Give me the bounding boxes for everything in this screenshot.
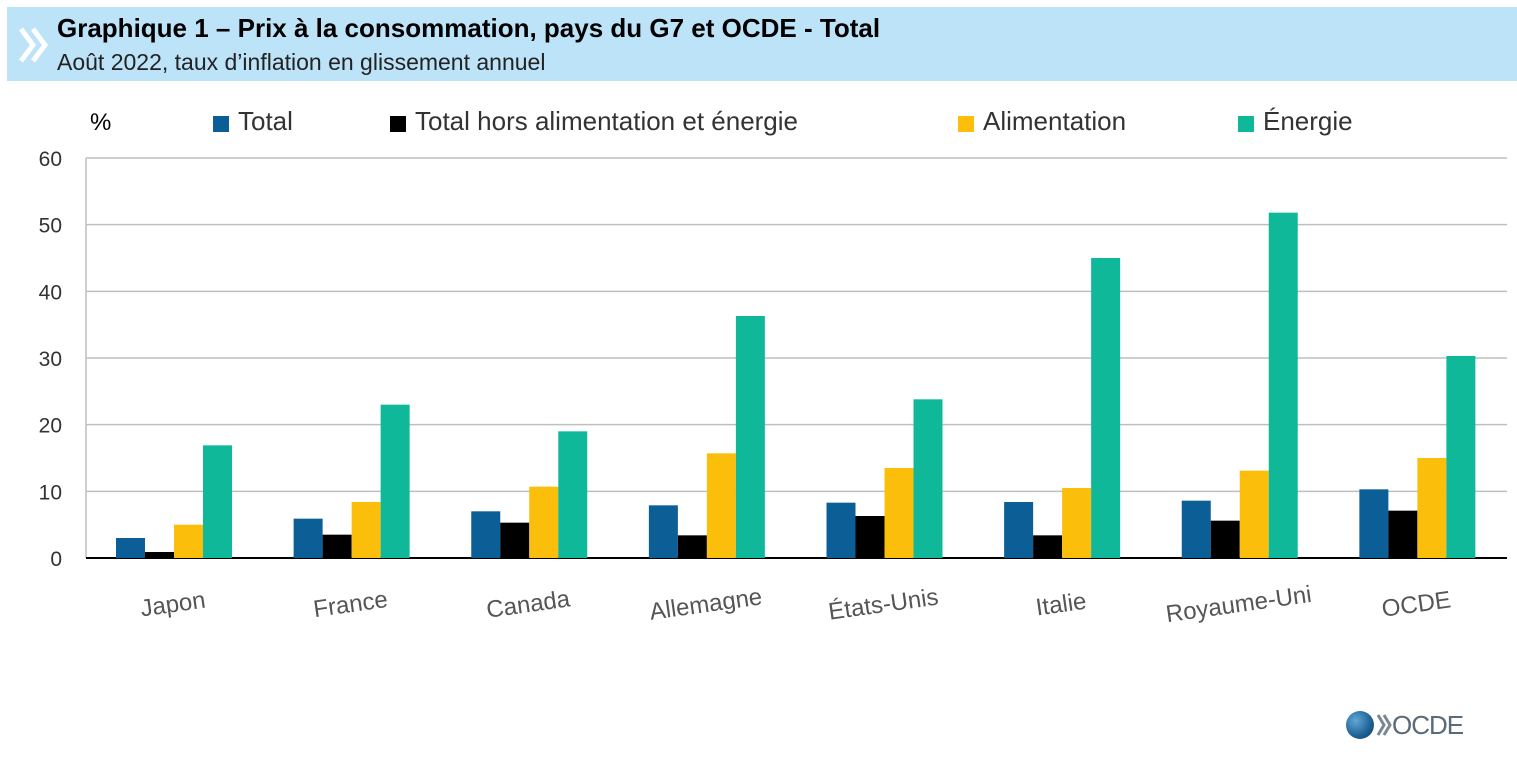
bar (293, 518, 323, 558)
bar (913, 399, 943, 558)
bar (826, 502, 856, 558)
x-tick-label: Japon (139, 587, 208, 623)
bar (884, 468, 914, 558)
bar (380, 404, 410, 558)
y-tick-label: 30 (39, 348, 62, 371)
chart-subtitle: Août 2022, taux d’inflation en glissemen… (57, 49, 546, 75)
bar (1004, 502, 1034, 558)
bar (471, 511, 501, 558)
x-tick-label: Canada (485, 585, 573, 624)
bar (116, 538, 145, 558)
oecd-logo-text: OCDE (1392, 710, 1464, 740)
oecd-logo: OCDE (1346, 710, 1466, 740)
y-tick-label: 10 (39, 481, 62, 504)
bar (1359, 489, 1389, 558)
legend-label: Alimentation (983, 106, 1126, 136)
bar (677, 535, 707, 558)
bar (203, 445, 232, 558)
bar (648, 505, 678, 558)
legend-swatch (1238, 116, 1254, 132)
bar (706, 453, 736, 558)
bar (500, 522, 530, 558)
bar (1417, 458, 1447, 558)
x-tick-label: Royaume-Uni (1164, 581, 1313, 628)
legend-label: Total (238, 106, 293, 136)
y-tick-label: 60 (39, 148, 62, 171)
bar (1210, 520, 1240, 558)
bar (1091, 258, 1121, 558)
bar (145, 552, 174, 558)
bar (1268, 212, 1298, 558)
bar (1033, 535, 1063, 558)
bar (1181, 500, 1211, 558)
bar (1388, 510, 1418, 558)
oecd-globe-icon (1346, 711, 1374, 739)
y-tick-label: 20 (39, 415, 62, 438)
legend-label: Énergie (1263, 106, 1353, 136)
x-tick-label: États-Unis (827, 584, 940, 626)
chart-header: Graphique 1 – Prix à la consommation, pa… (7, 7, 1517, 81)
x-tick-label: Allemagne (648, 583, 764, 626)
bar (174, 524, 203, 558)
y-unit-label: % (90, 109, 111, 136)
y-tick-label: 40 (39, 281, 62, 304)
logo-chevron-icon (1376, 714, 1392, 736)
y-tick-label: 50 (39, 215, 62, 238)
legend-swatch (390, 116, 406, 132)
x-tick-label: OCDE (1380, 586, 1452, 622)
bar (1239, 470, 1269, 558)
y-tick-label: 0 (50, 548, 62, 571)
legend-label: Total hors alimentation et énergie (415, 106, 798, 136)
bar (351, 502, 381, 558)
bar (735, 316, 765, 558)
bar (322, 534, 352, 558)
bar (558, 431, 588, 558)
legend-swatch (958, 116, 974, 132)
bar (1446, 356, 1476, 558)
x-tick-label: Italie (1034, 588, 1088, 622)
legend-swatch (213, 116, 229, 132)
bar (529, 486, 559, 558)
x-tick-label: France (312, 586, 390, 623)
chart-title: Graphique 1 – Prix à la consommation, pa… (57, 13, 881, 43)
chevron-double-icon (19, 27, 49, 63)
bar (1062, 488, 1092, 558)
bar (855, 516, 885, 558)
